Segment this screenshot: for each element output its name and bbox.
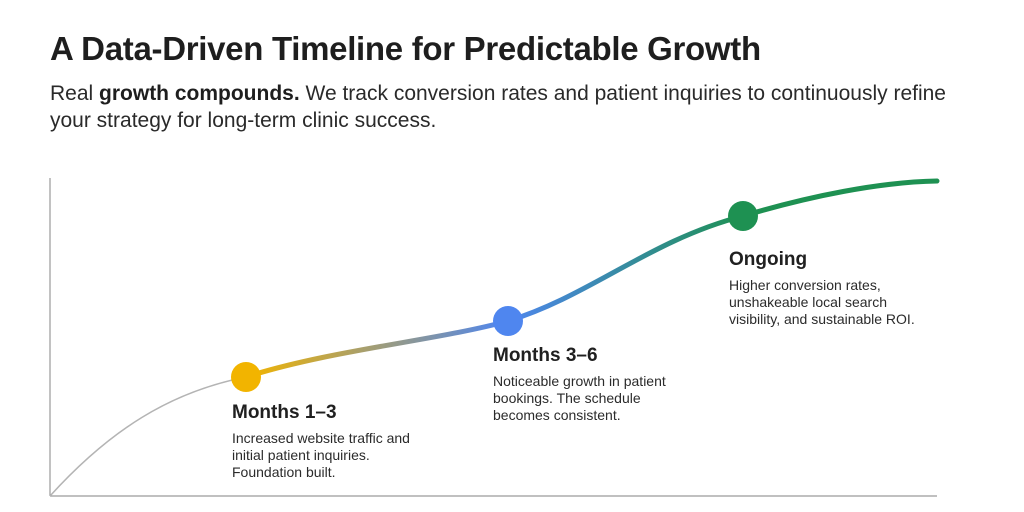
page-title: A Data-Driven Timeline for Predictable G… xyxy=(50,30,761,67)
milestone-marker-ongoing xyxy=(728,201,758,231)
milestone-label: Months 3–6 xyxy=(493,345,598,366)
milestone-ongoing: Ongoing Higher conversion rates, unshake… xyxy=(729,249,915,328)
page-subtitle: Real growth compounds. We track conversi… xyxy=(50,80,950,134)
milestone-label: Ongoing xyxy=(729,249,808,270)
early-growth-curve xyxy=(49,376,247,497)
milestone-marker-months-3-6 xyxy=(493,306,523,336)
milestone-marker-months-1-3 xyxy=(231,362,261,392)
milestone-description: Increased website traffic and initial pa… xyxy=(232,430,410,480)
subtitle-lead: Real xyxy=(50,82,100,105)
milestone-months-1-3: Months 1–3 Increased website traffic and… xyxy=(232,402,410,481)
subtitle-rest: We track conversion rates and patient in… xyxy=(50,82,946,132)
ongoing-growth-curve xyxy=(740,178,940,219)
milestone-description: Noticeable growth in patient bookings. T… xyxy=(493,373,666,423)
subtitle-emphasis: growth compounds. xyxy=(99,82,300,105)
milestone-description: Higher conversion rates, unshakeable loc… xyxy=(729,277,915,327)
milestone-months-3-6: Months 3–6 Noticeable growth in patient … xyxy=(493,345,666,424)
milestone-label: Months 1–3 xyxy=(232,402,337,423)
